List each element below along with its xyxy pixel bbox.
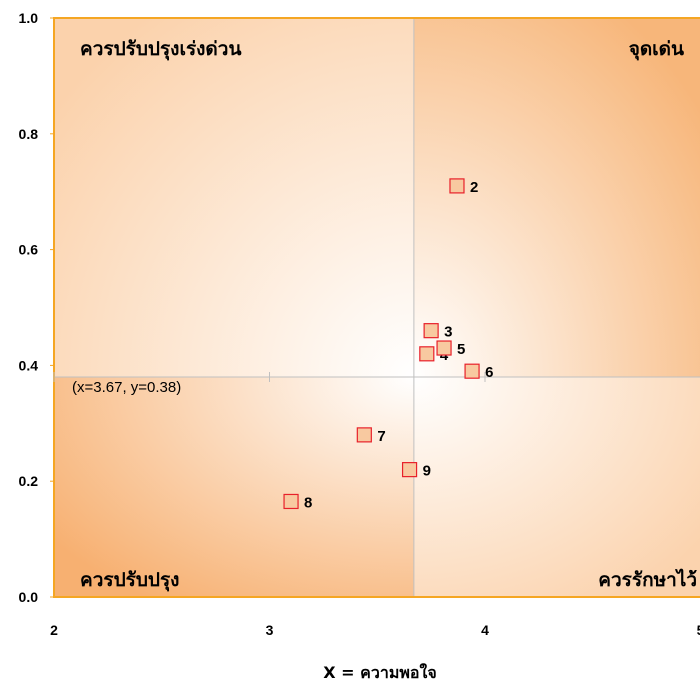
quadrant-label-bottom-right: ควรรักษาไว้	[598, 568, 697, 591]
quadrant-label-top-right: จุดเด่น	[629, 38, 684, 61]
y-tick-label: 0.4	[19, 357, 39, 373]
data-point-marker	[464, 363, 480, 379]
data-point-label: 8	[304, 494, 312, 511]
x-tick-label: 5	[697, 622, 700, 638]
y-tick-label: 0.6	[19, 242, 39, 258]
data-point-8: 8	[283, 493, 312, 511]
plot-area-border	[53, 17, 700, 598]
y-tick-label: 0.2	[19, 473, 39, 489]
quadrant-bottom-right-bg	[413, 376, 700, 597]
y-tick-label: 0.0	[19, 589, 39, 605]
quadrant-top-right-bg	[413, 18, 700, 377]
data-point-marker	[449, 178, 465, 194]
x-tick-label: 4	[481, 622, 489, 638]
data-point-marker	[423, 323, 439, 339]
data-point-marker	[436, 340, 452, 356]
y-axis-tick-labels: 0.0 0.2 0.4 0.6 0.8 1.0	[19, 10, 39, 605]
data-point-marker	[419, 346, 435, 362]
x-tick-label: 3	[266, 622, 274, 638]
data-point-label: 5	[457, 341, 465, 358]
y-tick-label: 0.8	[19, 126, 39, 142]
data-points: 23456789	[283, 178, 493, 511]
data-point-2: 2	[449, 178, 478, 196]
quadrant-label-bottom-left: ควรปรับปรุง	[80, 569, 179, 592]
axis-tick-marks	[50, 17, 486, 598]
data-point-label: 2	[470, 179, 478, 196]
y-tick-label: 1.0	[19, 10, 39, 26]
x-axis-title: X = ความพอใจ	[323, 663, 436, 682]
quadrant-label-top-left: ควรปรับปรุงเร่งด่วน	[80, 38, 241, 61]
data-point-marker	[401, 462, 418, 478]
data-point-3: 3	[423, 323, 452, 341]
data-point-marker	[356, 427, 372, 443]
data-point-6: 6	[464, 363, 493, 381]
quadrant-top-left-bg	[54, 18, 414, 377]
data-point-7: 7	[356, 427, 386, 445]
data-point-marker	[283, 493, 299, 510]
x-tick-label: 2	[50, 622, 58, 638]
quadrant-bottom-left-bg	[54, 376, 414, 597]
data-point-9: 9	[401, 462, 431, 480]
data-point-label: 7	[377, 428, 385, 445]
data-point-5: 5	[436, 340, 465, 358]
data-point-label: 9	[423, 463, 431, 480]
x-axis-tick-labels: 2 3 4 5	[50, 622, 700, 638]
data-point-label: 3	[444, 324, 452, 341]
data-point-label: 6	[485, 364, 493, 381]
reference-annotation: (x=3.67, y=0.38)	[72, 379, 181, 396]
